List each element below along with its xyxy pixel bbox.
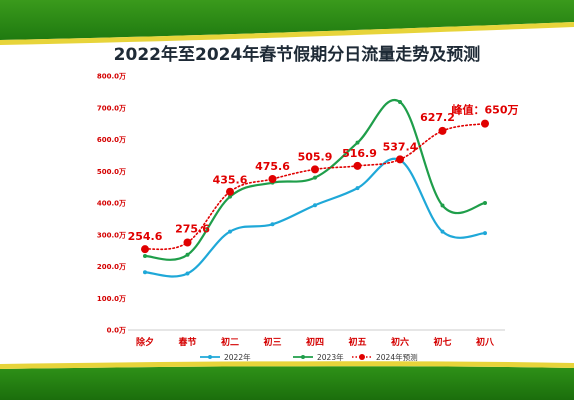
series-line-1 — [143, 157, 487, 278]
series-layer — [141, 98, 489, 278]
x-tick-label: 初二 — [221, 336, 239, 348]
data-point — [438, 126, 447, 135]
bottom-banner — [0, 361, 574, 400]
data-point — [183, 238, 192, 247]
x-tick-label: 初八 — [476, 336, 495, 348]
y-tick-label: 100.0万 — [97, 295, 126, 303]
data-label: 505.9 — [298, 150, 333, 163]
legend-label: 2023年 — [317, 352, 344, 362]
data-label: 516.9 — [342, 147, 377, 160]
data-point — [313, 203, 317, 208]
x-tick-label: 春节 — [177, 336, 196, 348]
legend-label: 2022年 — [224, 352, 251, 362]
x-tick-label: 除夕 — [136, 336, 154, 348]
data-point — [141, 245, 149, 254]
y-tick-label: 300.0万 — [97, 231, 126, 239]
y-tick-label: 700.0万 — [97, 104, 126, 112]
data-point — [313, 175, 317, 180]
data-point — [440, 203, 445, 208]
data-point — [440, 229, 445, 234]
data-point — [143, 270, 147, 275]
legend-marker — [359, 354, 365, 360]
data-label: 峰值：650万 — [452, 103, 519, 117]
data-label: 275.6 — [175, 222, 210, 235]
x-tick-label: 初七 — [433, 336, 451, 348]
data-point — [185, 271, 190, 276]
y-tick-label: 600.0万 — [97, 136, 126, 144]
data-point — [143, 254, 147, 259]
data-label: 537.4 — [383, 140, 418, 153]
data-point — [311, 165, 319, 174]
y-tick-label: 400.0万 — [97, 200, 126, 208]
legend-marker — [208, 355, 212, 359]
legend-marker — [301, 355, 305, 359]
axes: 0.0万 100.0万 200.0万 300.0万 400.0万 500.0万 600.0万… — [97, 73, 505, 348]
data-point — [355, 140, 360, 145]
data-point — [228, 194, 232, 199]
legend-label: 2024年预测 — [376, 352, 418, 362]
data-point — [481, 119, 489, 128]
x-tick-label: 初六 — [391, 336, 409, 348]
chart-title: 2022年至2024年春节假期分日流量走势及预测 — [114, 44, 481, 65]
x-tick-label: 初四 — [306, 336, 324, 348]
series-line-2 — [143, 98, 487, 261]
y-tick-label: 800.0万 — [97, 73, 126, 81]
y-tick-label: 500.0万 — [97, 168, 126, 176]
data-label: 435.6 — [213, 174, 248, 187]
data-point — [268, 174, 277, 183]
series-line-3 — [144, 122, 486, 251]
data-point — [185, 252, 190, 257]
y-tick-label: 200.0万 — [97, 263, 126, 271]
x-tick-label: 初三 — [263, 336, 281, 348]
data-point — [396, 155, 404, 164]
data-point — [228, 229, 232, 234]
data-label: 475.6 — [255, 160, 290, 173]
data-labels: 254.6 275.6 435.6 475.6 505.9 516.9 537.4 627.2… — [128, 103, 519, 244]
data-point — [226, 187, 234, 196]
data-point — [483, 201, 487, 205]
data-point — [355, 186, 360, 191]
data-point — [353, 161, 362, 170]
data-label: 254.6 — [128, 230, 163, 243]
data-point — [483, 231, 487, 236]
top-banner — [0, 0, 574, 45]
y-tick-label: 0.0万 — [107, 327, 126, 335]
x-tick-label: 初五 — [348, 336, 366, 348]
data-point — [398, 100, 402, 105]
data-point — [270, 222, 275, 227]
data-label: 627.2 — [420, 111, 455, 124]
legend: 2022年 2023年 2024年预测 — [200, 352, 418, 362]
